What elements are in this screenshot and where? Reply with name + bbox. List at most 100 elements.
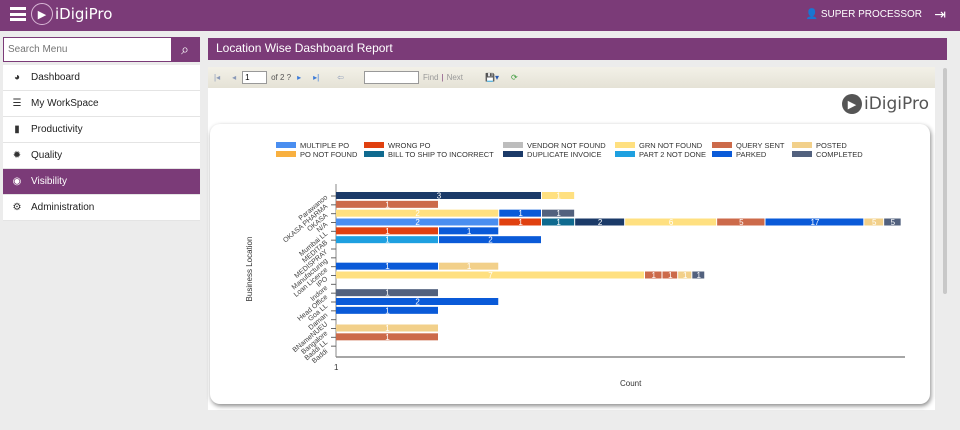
sidebar-item-quality[interactable]: ✹ Quality: [3, 143, 200, 169]
bar-segment[interactable]: [336, 262, 438, 270]
stacked-bar-chart: MULTIPLE PO WRONG PO VENDOR NOT FOUND GRN N…: [245, 141, 905, 388]
bar-value-label: 1: [556, 192, 561, 201]
bar-segment[interactable]: [678, 271, 692, 279]
bar-value-label: 1: [385, 289, 390, 298]
legend-label: QUERY SENT: [736, 141, 785, 150]
bar-value-label: 1: [385, 200, 390, 209]
search-input[interactable]: [4, 38, 171, 61]
bar-segment[interactable]: [336, 236, 438, 244]
search-box: ⌕: [3, 37, 200, 62]
x-axis-title: Count: [620, 379, 642, 388]
bar-segment[interactable]: [336, 209, 499, 217]
sidebar-item-label: Dashboard: [31, 72, 80, 83]
bar-segment[interactable]: [336, 333, 438, 341]
last-page-icon[interactable]: ▸|: [313, 73, 320, 82]
hamburger-menu-icon[interactable]: [10, 7, 26, 21]
bar-segment[interactable]: [662, 271, 678, 279]
bar-value-label: 1: [385, 227, 390, 236]
bar-value-label: 1: [385, 306, 390, 315]
report-logo: ▶ iDigiPro: [841, 94, 929, 114]
bar-value-label: 1: [697, 271, 702, 280]
bar-segment[interactable]: [336, 289, 438, 297]
bar-segment[interactable]: [336, 200, 438, 208]
bar-segment[interactable]: [439, 227, 499, 235]
bar-segment[interactable]: [499, 209, 541, 217]
search-icon[interactable]: ⌕: [171, 38, 199, 61]
find-link[interactable]: Find: [422, 73, 439, 82]
refresh-icon[interactable]: ⟳: [511, 73, 518, 82]
bar-segment[interactable]: [542, 218, 575, 226]
legend-label: VENDOR NOT FOUND: [527, 141, 606, 150]
export-icon[interactable]: 💾▾: [485, 73, 500, 82]
legend-label: MULTIPLE PO: [300, 141, 349, 150]
sidebar-item-dashboard[interactable]: ◕ Dashboard: [3, 65, 200, 91]
logo: ▶ iDigiPro: [31, 3, 112, 25]
sidebar-item-productivity[interactable]: ▮ Productivity: [3, 117, 200, 143]
bar-value-label: 1: [652, 271, 657, 280]
find-input[interactable]: [363, 71, 419, 84]
bar-segment[interactable]: [439, 236, 541, 244]
bar-segment[interactable]: [625, 218, 717, 226]
sidebar-item-label: Visibility: [31, 176, 67, 187]
report-area: ▶ iDigiPro MULTIPLE PO WRONG PO VENDOR NOT …: [208, 88, 935, 410]
bar-segment[interactable]: [499, 218, 541, 226]
bar-value-label: 2: [488, 236, 493, 245]
bar-value-label: 1: [385, 324, 390, 333]
bar-segment[interactable]: [864, 218, 884, 226]
bar-segment[interactable]: [336, 306, 438, 314]
first-page-icon[interactable]: |◂: [214, 73, 221, 82]
next-page-icon[interactable]: ▸: [297, 73, 302, 82]
user-label: SUPER PROCESSOR: [820, 9, 922, 20]
bar-segment[interactable]: [717, 218, 765, 226]
bar-segment[interactable]: [439, 262, 499, 270]
bar-segment[interactable]: [336, 324, 438, 332]
next-link[interactable]: Next: [446, 73, 464, 82]
bar-segment[interactable]: [336, 298, 499, 305]
sidebar-item-visibility[interactable]: ◉ Visibility: [3, 169, 200, 195]
legend-swatch: [712, 151, 732, 157]
bar-segment[interactable]: [884, 218, 901, 226]
bar-segment[interactable]: [765, 218, 864, 226]
bar-value-label: 1: [518, 218, 523, 227]
legend-swatch: [503, 151, 523, 157]
bar-segment[interactable]: [336, 218, 499, 226]
bar-segment[interactable]: [336, 271, 644, 279]
bar-segment[interactable]: [542, 192, 575, 199]
bar-segment[interactable]: [336, 227, 438, 235]
bar-value-label: 1: [556, 218, 561, 227]
gear-icon: ✹: [12, 150, 22, 161]
bar-value-label: 1: [518, 209, 523, 218]
legend-label: BILL TO SHIP TO INCORRECT: [388, 150, 494, 159]
brand-name: iDigiPro: [55, 5, 113, 23]
logout-icon[interactable]: ⇥: [934, 7, 946, 23]
legend-label: DUPLICATE INVOICE: [527, 150, 601, 159]
bar-value-label: 2: [415, 209, 420, 218]
back-icon[interactable]: ⇦: [337, 73, 344, 82]
y-axis-title: Business Location: [245, 237, 254, 302]
bar-segment[interactable]: [575, 218, 625, 226]
legend-swatch: [276, 142, 296, 148]
legend-label: GRN NOT FOUND: [639, 141, 703, 150]
bar-value-label: 1: [385, 236, 390, 245]
legend-swatch: [792, 142, 812, 148]
eye-icon: ◉: [12, 176, 22, 187]
user-name[interactable]: 👤 SUPER PROCESSOR: [805, 9, 922, 20]
sidebar-item-administration[interactable]: ⚙ Administration: [3, 195, 200, 221]
bar-value-label: 5: [739, 218, 744, 227]
bar-segment[interactable]: [542, 209, 575, 217]
bar-segment[interactable]: [692, 271, 705, 279]
report-brand: iDigiPro: [863, 94, 929, 114]
legend-swatch: [792, 151, 812, 157]
dashboard-icon: ◕: [13, 72, 21, 83]
vertical-scrollbar[interactable]: [943, 68, 947, 294]
sidebar-item-my-workspace[interactable]: ☰ My WorkSpace: [3, 91, 200, 117]
sidebar-item-label: Productivity: [31, 124, 83, 135]
legend-swatch: [615, 142, 635, 148]
prev-page-icon[interactable]: ◂: [232, 73, 237, 82]
bar-segment[interactable]: [645, 271, 662, 279]
page-input[interactable]: [242, 71, 268, 84]
legend-swatch: [615, 151, 635, 157]
bar-segment[interactable]: [336, 192, 541, 199]
sidebar-item-label: Quality: [31, 150, 63, 161]
bar-value-label: 1: [683, 271, 688, 280]
